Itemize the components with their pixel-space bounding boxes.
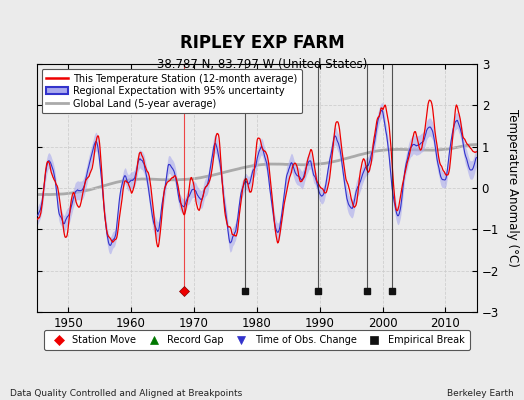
- Text: 38.787 N, 83.797 W (United States): 38.787 N, 83.797 W (United States): [157, 58, 367, 71]
- Text: RIPLEY EXP FARM: RIPLEY EXP FARM: [180, 34, 344, 52]
- Y-axis label: Temperature Anomaly (°C): Temperature Anomaly (°C): [506, 109, 519, 267]
- Legend: This Temperature Station (12-month average), Regional Expectation with 95% uncer: This Temperature Station (12-month avera…: [41, 69, 302, 114]
- Legend: Station Move, Record Gap, Time of Obs. Change, Empirical Break: Station Move, Record Gap, Time of Obs. C…: [44, 330, 470, 350]
- Text: Data Quality Controlled and Aligned at Breakpoints: Data Quality Controlled and Aligned at B…: [10, 389, 243, 398]
- Text: Berkeley Earth: Berkeley Earth: [447, 389, 514, 398]
